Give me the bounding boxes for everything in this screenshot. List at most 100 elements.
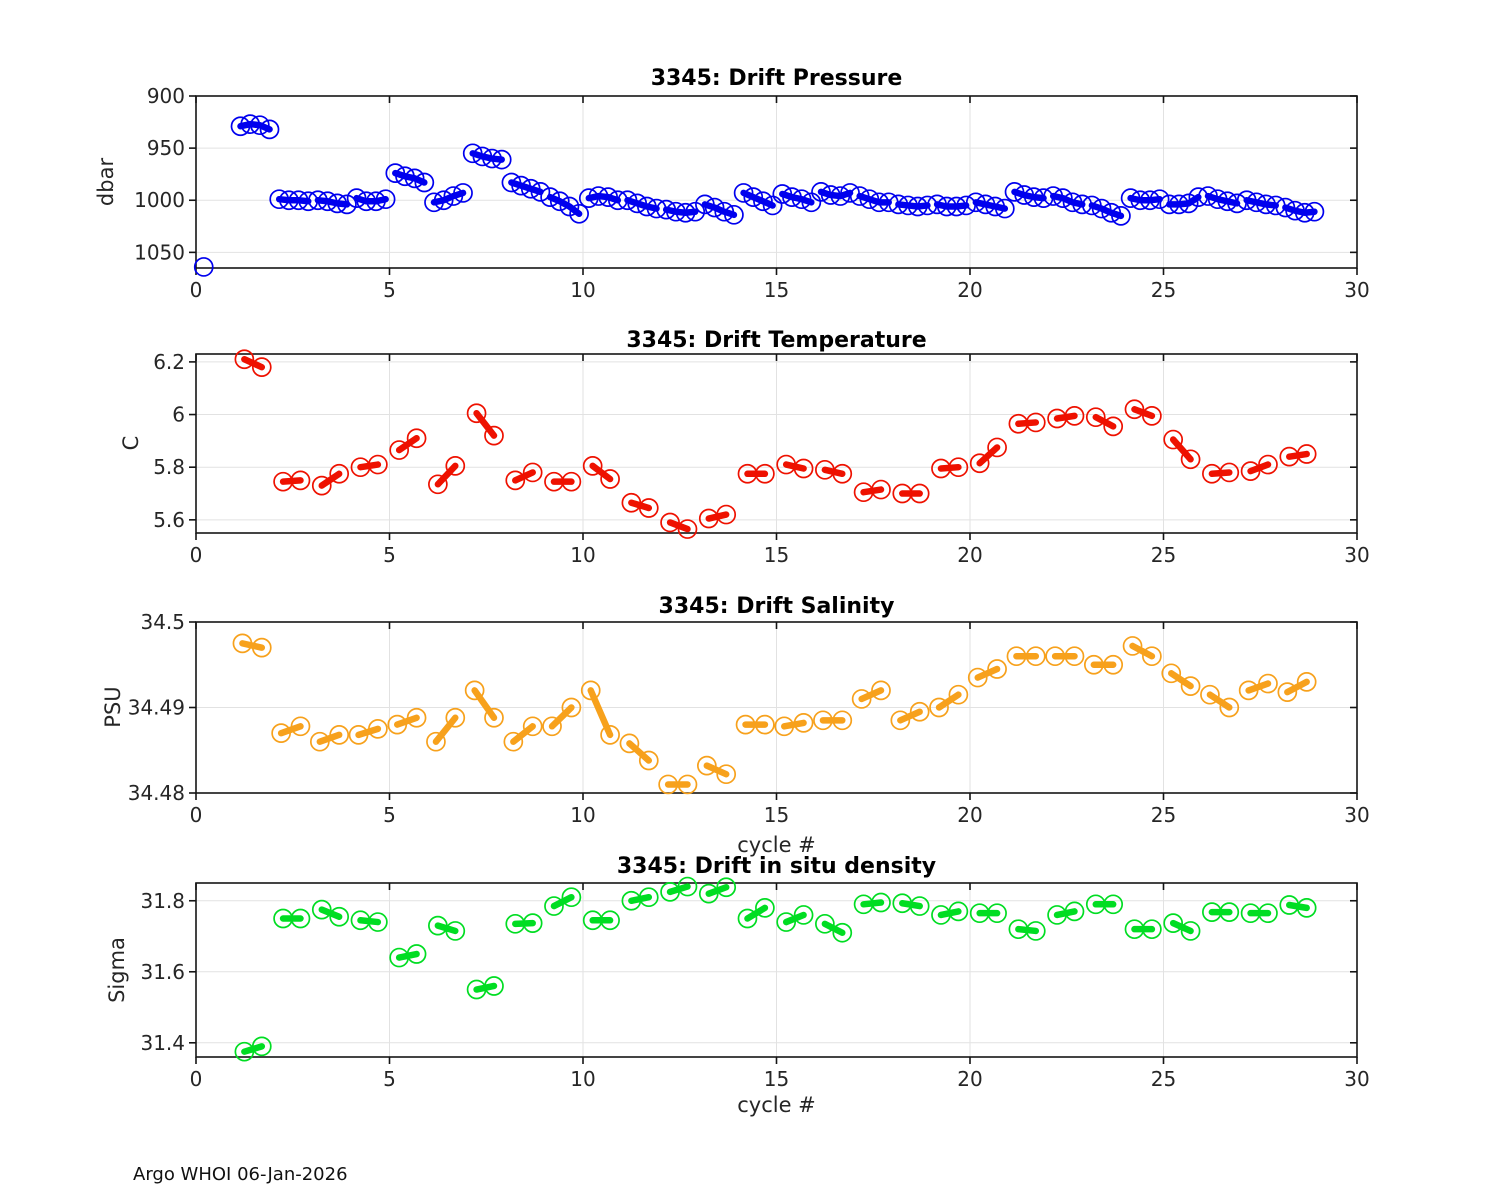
data-point-marker: [948, 457, 969, 478]
data-point-marker: [696, 755, 717, 776]
data-point-marker: [1240, 461, 1261, 481]
data-point-marker: [1258, 903, 1278, 924]
subplot-salinity: 0 5 10 15 20 25 30 34.48 34.49 34.5: [128, 610, 1370, 827]
segment-line: [933, 201, 970, 210]
data-point-marker: [234, 1041, 255, 1062]
data-point-marker: [1200, 684, 1220, 705]
data-point-marker: [426, 731, 446, 752]
segment-line: [624, 196, 660, 212]
data-point-marker: [637, 196, 657, 217]
data-point-marker: [1142, 406, 1162, 426]
x-tick-label: 30: [1344, 1067, 1369, 1091]
y-tick-label: 31.6: [140, 960, 185, 984]
data-point-marker: [782, 187, 802, 207]
data-point-marker: [240, 114, 261, 134]
data-point-marker: [561, 697, 582, 718]
tick-labels: 0 5 10 15 20 25 30 5.6 5.8 6 6.2: [153, 350, 1370, 567]
data-point-marker: [311, 899, 332, 920]
data-point-marker: [859, 189, 880, 210]
temperature-y-axis-label: C: [119, 435, 143, 451]
tick-marks: [189, 95, 1358, 275]
data-point-marker: [578, 188, 599, 209]
data-point-marker: [279, 190, 299, 211]
segment-line: [318, 470, 343, 489]
data-point-marker: [1091, 198, 1112, 219]
segment-line: [277, 723, 304, 737]
subplot-density: 0 5 10 15 20 25 30 31.4 31.6 31.8: [140, 876, 1370, 1091]
x-tick-label: 15: [764, 1067, 789, 1091]
segment-line: [469, 150, 505, 163]
data-point-marker: [1006, 646, 1027, 667]
data-point-marker: [598, 187, 619, 207]
segment-line: [430, 189, 467, 206]
data-point-marker: [1024, 187, 1044, 207]
data-point-marker: [1025, 412, 1046, 433]
segment-line: [740, 189, 776, 209]
data-point-marker: [871, 892, 891, 913]
data-point-marker: [1217, 191, 1238, 212]
data-point-marker: [871, 680, 891, 701]
data-point-marker: [433, 190, 454, 211]
data-point-marker: [1004, 182, 1025, 202]
x-tick-label: 20: [957, 803, 982, 827]
segment-line: [856, 192, 892, 206]
tick-labels: 0 5 10 15 20 25 30 34.48 34.49 34.5: [128, 610, 1370, 827]
segment-line: [314, 196, 351, 208]
data-point-marker: [813, 710, 833, 731]
data-point-marker: [987, 903, 1007, 924]
data-point-marker: [1064, 901, 1085, 922]
data-point-marker: [755, 898, 775, 918]
x-tick-label: 15: [764, 803, 789, 827]
data-point-marker: [762, 195, 783, 216]
data-point-marker: [909, 896, 930, 916]
tick-labels: 0 5 10 15 20 25 30 31.4 31.6 31.8: [140, 889, 1369, 1091]
segment-line: [508, 179, 544, 196]
data-point-marker: [1285, 200, 1305, 221]
y-tick-label: 1050: [134, 240, 185, 264]
x-tick-label: 0: [190, 1067, 203, 1091]
data-point-marker: [290, 716, 311, 737]
data-point-marker: [898, 195, 918, 216]
data-point-marker: [948, 684, 969, 705]
data-point-marker: [948, 901, 969, 922]
data-point-marker: [428, 915, 448, 936]
data-point-marker: [1043, 186, 1064, 206]
data-point-marker: [232, 633, 253, 654]
data-point-marker: [368, 719, 388, 739]
y-tick-label: 34.48: [128, 781, 185, 805]
data-point-marker: [1142, 646, 1162, 667]
data-point-marker: [530, 182, 551, 202]
data-point-marker: [1053, 188, 1073, 209]
data-point-marker: [1045, 646, 1065, 667]
segment-line: [432, 714, 459, 745]
data-point-marker: [851, 689, 872, 709]
segment-line: [316, 731, 343, 745]
temperature-series: [234, 349, 1317, 539]
segment-line: [897, 708, 923, 724]
data-point-marker: [582, 456, 603, 476]
data-point-marker: [544, 896, 564, 916]
data-point-marker: [820, 185, 841, 205]
data-point-marker: [753, 191, 773, 212]
data-point-marker: [1169, 194, 1189, 215]
segment-line: [1206, 691, 1233, 711]
tick-marks: [189, 883, 1358, 1064]
segment-line: [974, 665, 1001, 681]
data-point-marker: [428, 474, 448, 495]
data-point-marker: [505, 470, 526, 491]
segment-line: [701, 201, 738, 219]
data-point-marker: [329, 725, 350, 745]
data-point-marker: [755, 714, 775, 735]
data-point-marker: [1180, 449, 1201, 470]
data-point-marker: [484, 976, 504, 996]
data-point-marker: [540, 187, 560, 207]
data-point-marker: [1082, 195, 1102, 216]
data-point-marker: [832, 710, 853, 731]
y-tick-label: 31.8: [140, 889, 185, 913]
data-point-marker: [1085, 407, 1106, 428]
segment-line: [585, 192, 622, 204]
data-point-marker: [1103, 894, 1124, 915]
segment-line: [355, 725, 382, 739]
data-point-marker: [716, 877, 737, 898]
